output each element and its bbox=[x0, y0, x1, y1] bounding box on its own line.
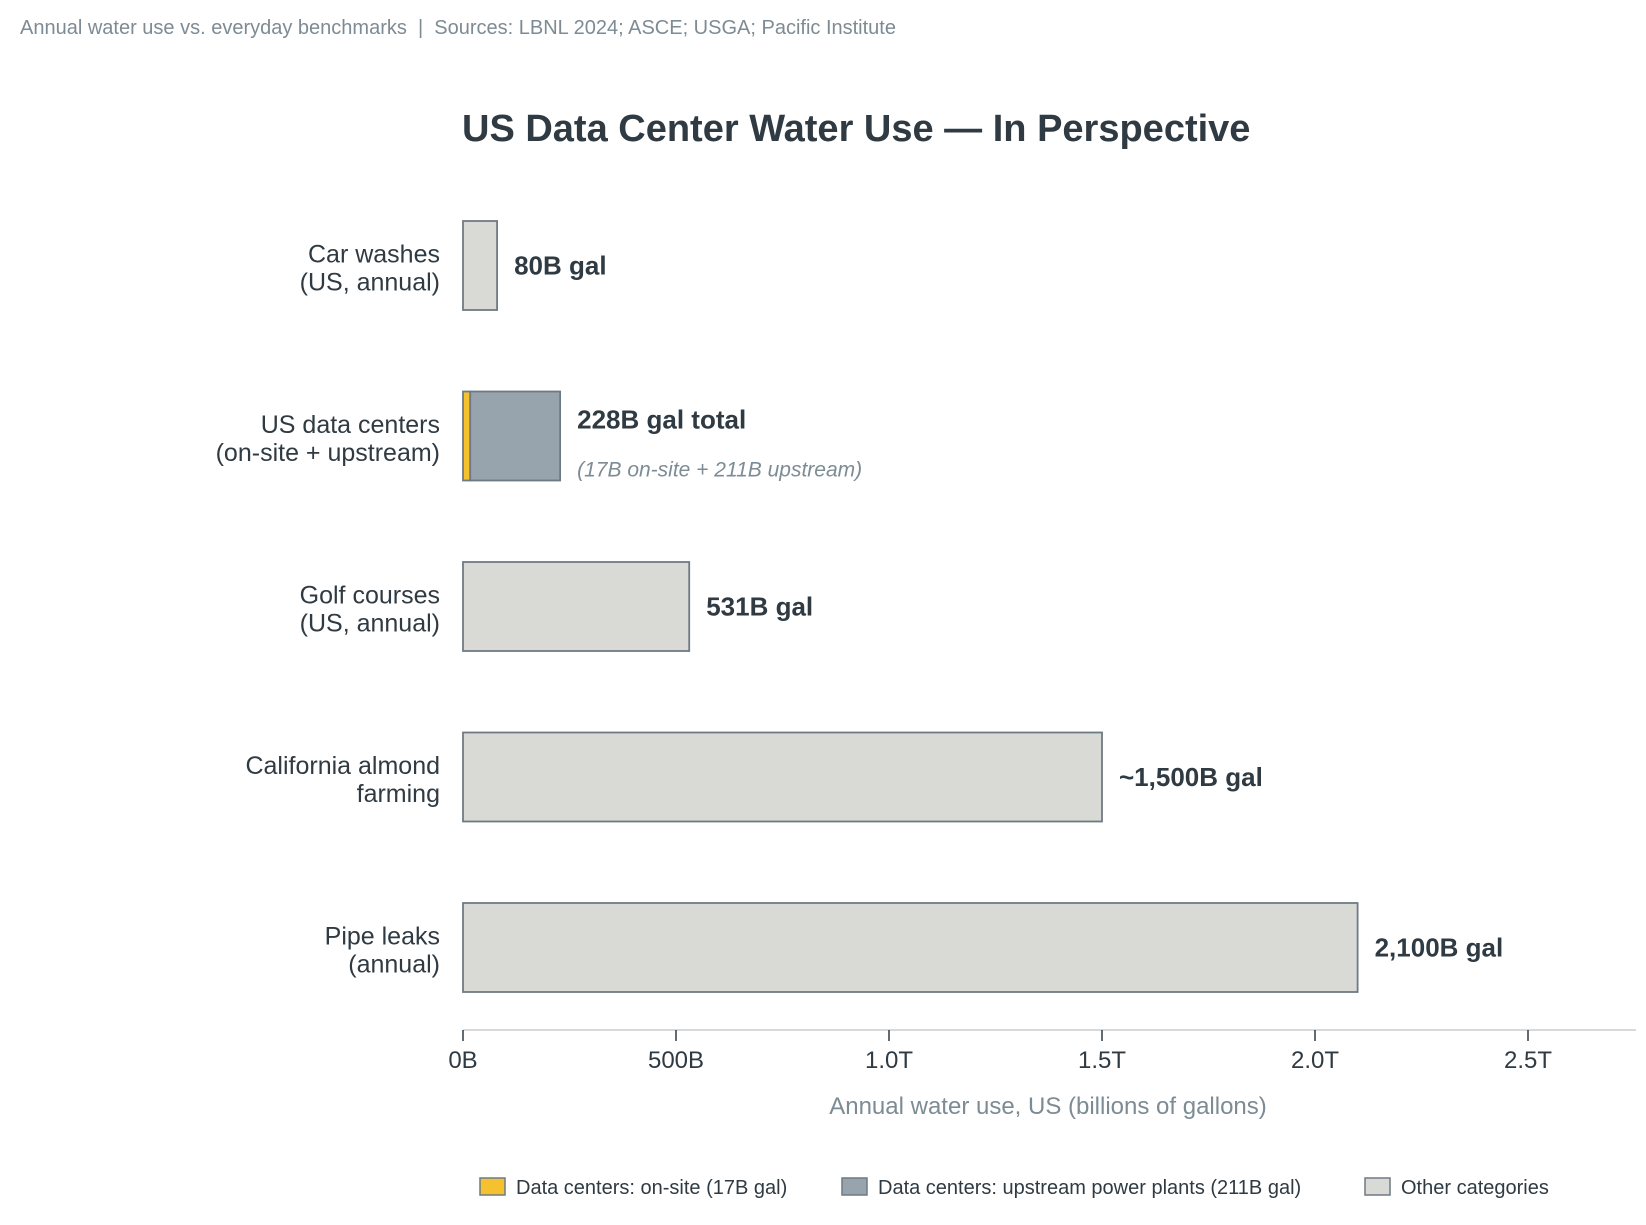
category-label-line: Golf courses bbox=[300, 582, 440, 610]
legend-item-onsite: Data centers: on-site (17B gal) bbox=[479, 1177, 787, 1199]
legend-swatch bbox=[1364, 1177, 1391, 1196]
category-label: California almond farming bbox=[245, 752, 440, 808]
category-label-line: US data centers bbox=[261, 411, 440, 439]
bar-segment-other bbox=[462, 220, 498, 311]
legend-label: Other categories bbox=[1401, 1177, 1549, 1199]
category-label: US data centers (on-site + upstream) bbox=[216, 411, 440, 467]
category-label: Pipe leaks (annual) bbox=[325, 923, 440, 979]
source-caption: Annual water use vs. everyday benchmarks… bbox=[20, 17, 896, 39]
legend: Data centers: on-site (17B gal) Data cent… bbox=[479, 1177, 1549, 1199]
legend-swatch bbox=[479, 1177, 506, 1196]
value-label: 2,100B gal bbox=[1375, 933, 1504, 963]
category-label: Golf courses (US, annual) bbox=[300, 582, 440, 638]
category-label-line: farming bbox=[357, 780, 440, 808]
category-label: Car washes (US, annual) bbox=[300, 241, 440, 297]
x-tick-label: 1.0T bbox=[865, 1047, 913, 1074]
legend-label: Data centers: upstream power plants (211… bbox=[878, 1177, 1301, 1199]
bar-segment-other bbox=[462, 561, 691, 652]
value-label: 228B gal total bbox=[577, 405, 746, 435]
bar-segment-onsite bbox=[462, 390, 472, 482]
x-tick-label: 2.0T bbox=[1291, 1047, 1339, 1074]
category-label-line: Pipe leaks bbox=[325, 923, 440, 951]
bar-segment-other bbox=[462, 902, 1359, 993]
legend-label: Data centers: on-site (17B gal) bbox=[516, 1177, 787, 1199]
bar-segment-upstream bbox=[469, 390, 562, 482]
value-label: ~1,500B gal bbox=[1119, 762, 1263, 792]
category-label-line: (on-site + upstream) bbox=[216, 439, 440, 467]
category-label-line: (US, annual) bbox=[300, 269, 440, 297]
x-tick-label: 2.5T bbox=[1504, 1047, 1552, 1074]
legend-item-other: Other categories bbox=[1364, 1177, 1549, 1199]
value-label: 80B gal bbox=[514, 251, 607, 281]
x-tick-label: 1.5T bbox=[1078, 1047, 1126, 1074]
x-tick-label: 0B bbox=[448, 1047, 477, 1074]
x-tick-label: 500B bbox=[648, 1047, 704, 1074]
category-label-line: California almond bbox=[245, 752, 440, 780]
category-label-line: (US, annual) bbox=[300, 610, 440, 638]
x-axis-label: Annual water use, US (billions of gallon… bbox=[829, 1093, 1267, 1120]
category-label-line: Car washes bbox=[308, 241, 440, 269]
category-label-line: (annual) bbox=[348, 951, 440, 979]
chart-title: US Data Center Water Use — In Perspectiv… bbox=[462, 108, 1250, 150]
bar-segment-other bbox=[462, 731, 1103, 823]
legend-item-upstream: Data centers: upstream power plants (211… bbox=[841, 1177, 1301, 1199]
x-axis: 0B 500B 1.0T 1.5T 2.0T 2.5T bbox=[448, 1029, 1636, 1074]
value-label: 531B gal bbox=[706, 592, 813, 622]
value-sublabel: (17B on-site + 211B upstream) bbox=[577, 459, 862, 482]
legend-swatch bbox=[841, 1177, 868, 1196]
